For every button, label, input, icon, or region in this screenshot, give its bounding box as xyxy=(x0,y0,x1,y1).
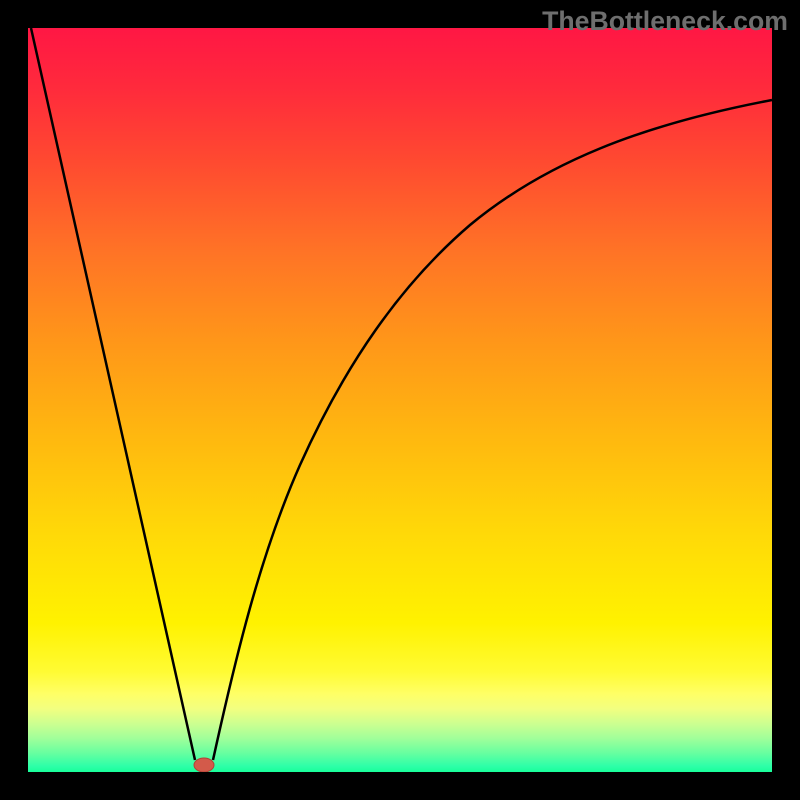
minimum-marker xyxy=(194,758,214,772)
plot-background xyxy=(28,28,772,772)
bottleneck-chart xyxy=(0,0,800,800)
chart-container: { "watermark": { "text": "TheBottleneck.… xyxy=(0,0,800,800)
watermark-text: TheBottleneck.com xyxy=(542,6,788,37)
